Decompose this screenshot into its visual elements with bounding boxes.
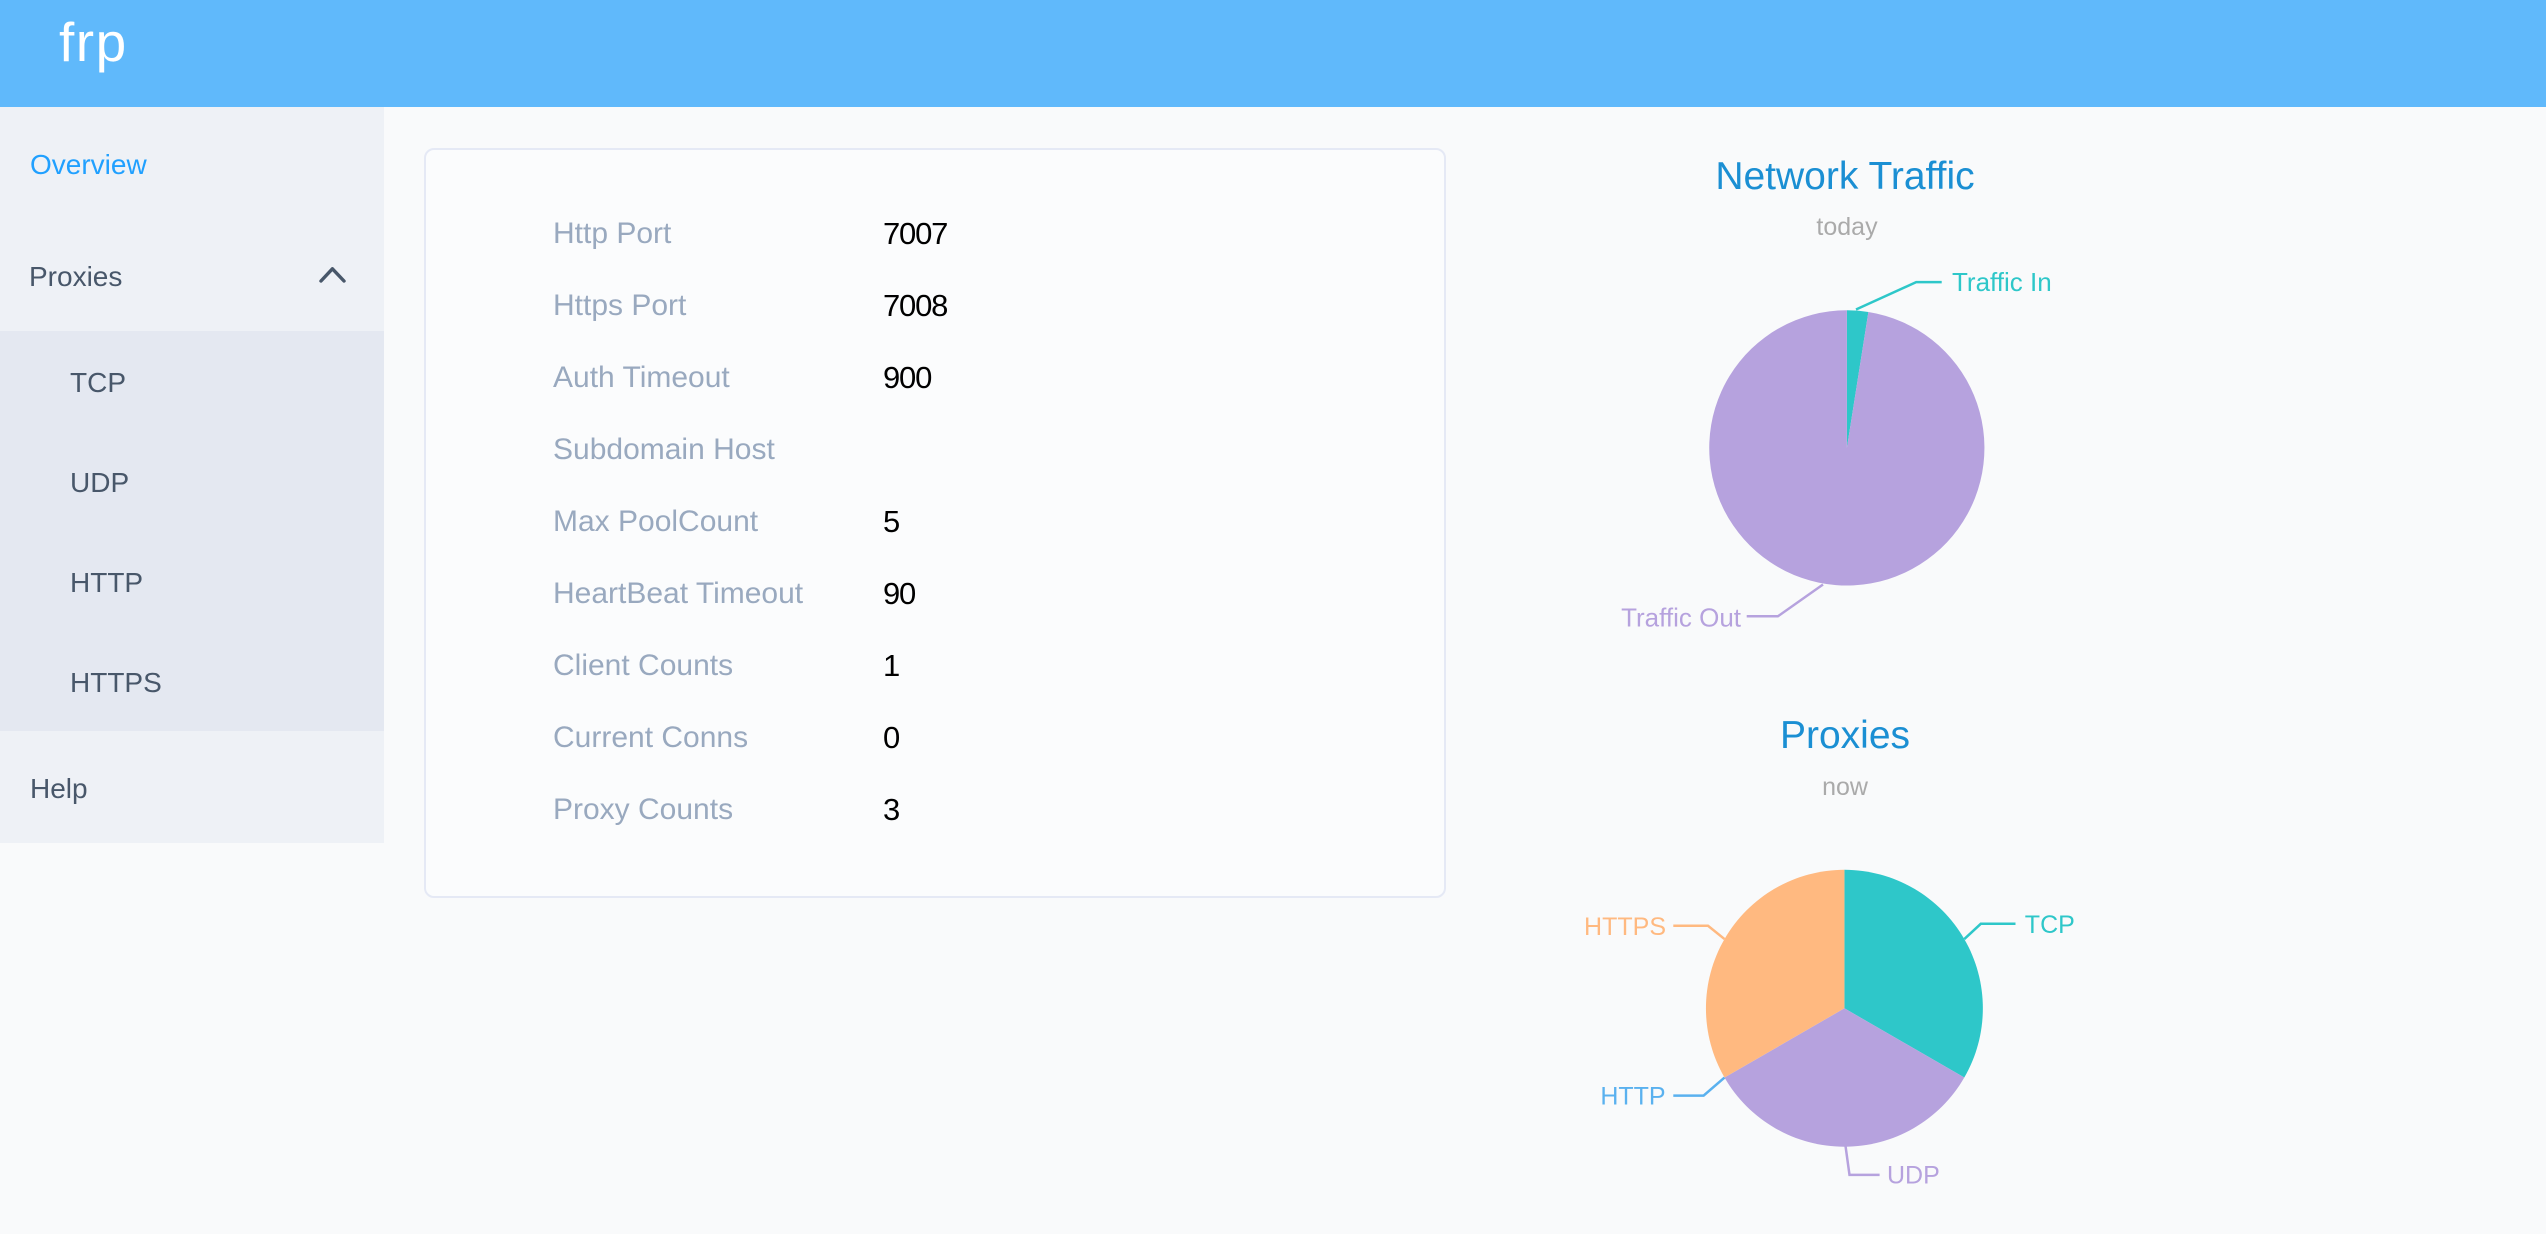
svg-text:UDP: UDP [1887,1161,1940,1189]
svg-text:Traffic In: Traffic In [1952,267,2052,297]
svg-text:HTTPS: HTTPS [1584,913,1666,941]
svg-text:HTTP: HTTP [1600,1083,1665,1111]
svg-text:TCP: TCP [2025,911,2075,939]
svg-text:Traffic Out: Traffic Out [1621,603,1742,633]
